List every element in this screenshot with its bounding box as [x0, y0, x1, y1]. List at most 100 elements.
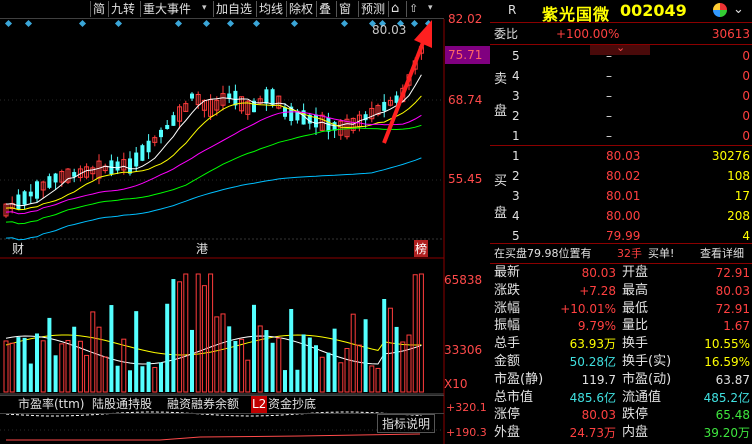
- stat-value: 80.03: [581, 266, 616, 280]
- stat-label: 跌停: [622, 407, 649, 423]
- indicator-line: [6, 433, 421, 441]
- more-chevron-icon[interactable]: ▾: [428, 3, 433, 13]
- volume-bar: [152, 367, 158, 393]
- event-mark-list[interactable]: 榜: [414, 240, 429, 257]
- stat-row: 涨幅 +10.01% 最低 72.91: [490, 300, 752, 318]
- stat-row: 振幅 9.79% 量比 1.67: [490, 317, 752, 335]
- ex-rights-button[interactable]: 除权: [286, 1, 315, 17]
- stat-value: +7.28: [579, 283, 616, 298]
- volume-bar: [314, 345, 318, 392]
- stat-value: 485.6亿: [569, 390, 616, 405]
- forecast-button[interactable]: 预测: [358, 1, 387, 17]
- candle-body: [53, 173, 58, 183]
- chevron-down-icon[interactable]: ▾: [202, 3, 207, 13]
- collapse-chevron-icon[interactable]: ⌄: [616, 41, 626, 54]
- event-mark-finance[interactable]: 财: [12, 242, 25, 256]
- stock-name: 紫光国微: [542, 5, 611, 24]
- moving-average-line: [5, 95, 422, 211]
- simplified-button[interactable]: 简: [90, 1, 107, 17]
- sell-row: 3 – 0: [490, 86, 752, 106]
- view-detail-link[interactable]: 查看详细: [700, 247, 744, 260]
- volume-axis-multiplier: X10: [444, 377, 468, 391]
- volume-bar: [35, 333, 39, 392]
- buy-price: 80.03: [606, 149, 641, 163]
- candle-body: [233, 90, 238, 106]
- stat-value: 9.79%: [577, 319, 616, 334]
- candle-body: [220, 93, 226, 106]
- event-diamond-icon: [4, 19, 13, 28]
- add-watchlist-button[interactable]: 加自选: [213, 1, 254, 17]
- candle-body: [171, 115, 176, 126]
- volume-bar: [307, 337, 312, 392]
- overlay-button[interactable]: 叠: [316, 1, 333, 17]
- stat-label: 换手: [622, 336, 649, 352]
- stat-label: 市盈(动): [622, 371, 672, 387]
- moving-average-line: [5, 111, 422, 215]
- stat-value: 72.91: [715, 266, 750, 280]
- quote-panel: R 紫光国微 002049 ⌄ 委比 +100.00% 30613 ⌄ 卖 盘 …: [490, 0, 752, 444]
- indicator-help-button[interactable]: 指标说明: [377, 414, 436, 433]
- sell-price: –: [606, 49, 612, 63]
- stat-label: 涨跌: [494, 282, 521, 298]
- volume-bar: [375, 367, 381, 393]
- stat-row: 金额 50.28亿 换手(实) 16.59%: [490, 353, 752, 371]
- nine-turn-button[interactable]: 九转: [108, 1, 137, 17]
- volume-bar: [84, 354, 90, 393]
- volume-bar: [270, 342, 275, 392]
- volume-bar: [394, 326, 399, 392]
- menu-chevron-icon[interactable]: ⌄: [733, 2, 744, 17]
- collapse-bar[interactable]: ⌄: [590, 41, 650, 55]
- volume-bar: [227, 326, 232, 392]
- moving-average-line: [5, 157, 422, 241]
- volume-bar: [16, 337, 21, 392]
- event-mark-hk[interactable]: 港: [196, 242, 209, 256]
- color-wheel-icon[interactable]: [713, 3, 727, 17]
- volume-bar: [9, 342, 15, 393]
- candle-body: [35, 181, 39, 199]
- candle-body: [183, 103, 189, 112]
- tab-northbound-holding[interactable]: 陆股通持股: [92, 397, 153, 411]
- sell-row: 4 – 0: [490, 66, 752, 86]
- sell-level: 4: [512, 69, 520, 83]
- buy-row: 3 80.01 17: [490, 186, 752, 206]
- tab-fund-bottom[interactable]: 资金抄底: [268, 397, 317, 411]
- volume-bar: [53, 355, 58, 392]
- buy-level: 4: [512, 209, 520, 223]
- candle-body: [72, 172, 77, 177]
- buy-level: 2: [512, 169, 520, 183]
- home-icon[interactable]: ⌂: [388, 1, 401, 17]
- order-info-volume: 32手: [617, 247, 642, 260]
- stat-label: 振幅: [494, 318, 521, 334]
- volume-bar: [332, 328, 337, 392]
- tab-pe-ttm[interactable]: 市盈率(ttm): [18, 397, 85, 411]
- sell-row: 2 – 0: [490, 106, 752, 126]
- event-diamond-icon: [378, 19, 387, 28]
- volume-bar: [239, 338, 245, 393]
- major-events-button[interactable]: 重大事件: [140, 1, 193, 17]
- buy-volume: 30276: [711, 149, 750, 163]
- window-button[interactable]: 窗: [336, 1, 353, 17]
- stat-label: 金额: [494, 354, 521, 369]
- volume-bar: [382, 299, 387, 392]
- candle-body: [394, 95, 399, 103]
- sell-level: 2: [512, 109, 520, 123]
- kline-chart[interactable]: [0, 0, 490, 444]
- candle-body: [96, 160, 102, 179]
- volume-axis-top: 65838: [444, 273, 483, 287]
- volume-bar: [77, 340, 83, 393]
- event-diamond-icon: [410, 19, 419, 28]
- volume-bar: [214, 316, 220, 393]
- volume-bar: [412, 274, 418, 393]
- up-arrow-icon[interactable]: ⇧: [406, 1, 420, 17]
- candle-body: [387, 99, 393, 106]
- volume-bar: [177, 281, 183, 393]
- tab-margin-balance[interactable]: 融资融券余额: [167, 397, 240, 411]
- volume-bar: [40, 340, 46, 393]
- sell-row: 1 – 0: [490, 126, 752, 146]
- buy-volume: 17: [734, 189, 750, 203]
- buy-side-label-bottom: 盘: [494, 206, 508, 221]
- volume-bar: [159, 362, 163, 392]
- sell-level: 1: [512, 129, 520, 143]
- moving-average-button[interactable]: 均线: [256, 1, 285, 17]
- sell-volume: 0: [742, 49, 750, 63]
